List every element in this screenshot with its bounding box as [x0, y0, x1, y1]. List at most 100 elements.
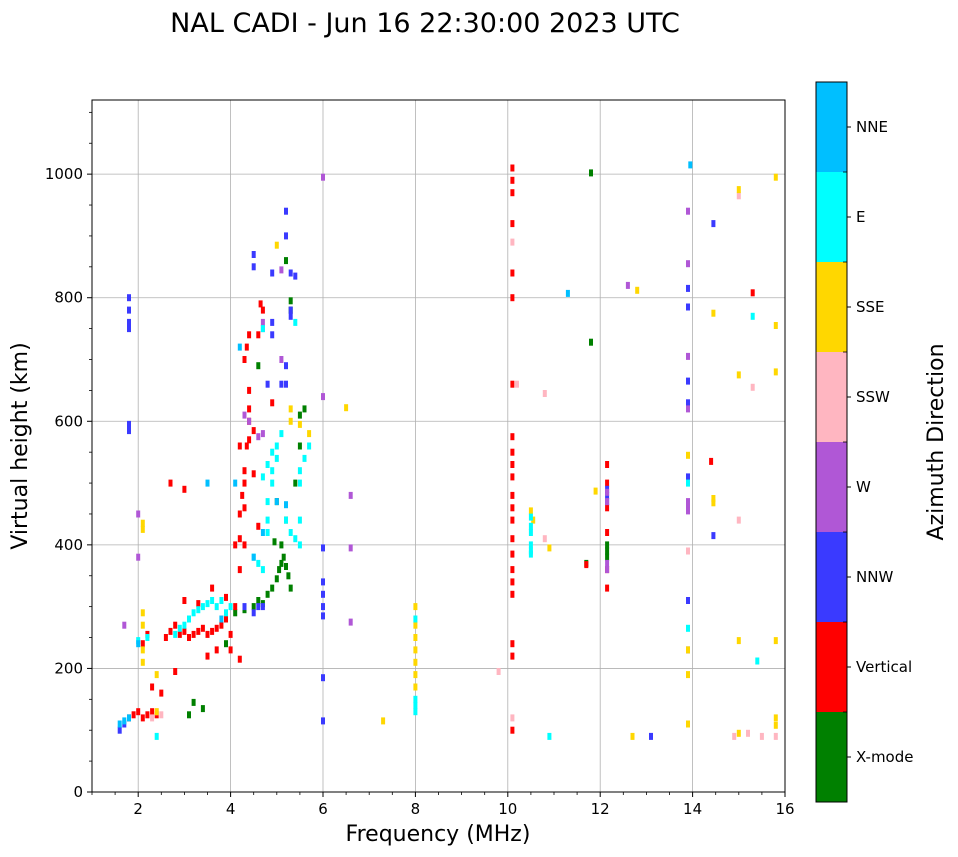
echo-e [413, 695, 418, 703]
colorbar-segment [816, 172, 847, 262]
echo-nnw [321, 612, 325, 620]
x-tick-label: 14 [683, 800, 702, 818]
echo-nnw [321, 603, 325, 611]
echo-e [293, 318, 298, 326]
echo-vertical [182, 485, 187, 493]
x-axis-title: Frequency (MHz) [346, 822, 531, 847]
echo-vertical [214, 624, 219, 632]
colorbar-label: SSW [856, 388, 890, 406]
echo-ssw [736, 192, 741, 200]
echo-e [256, 559, 261, 567]
echo-nnw [284, 362, 288, 370]
echo-e [260, 473, 265, 481]
echo-nnw [321, 544, 325, 552]
echo-vertical [750, 289, 755, 297]
colorbar: X-mode Vertical NNW W SSW SSE E NNE [815, 81, 913, 803]
echo-sse [773, 721, 778, 729]
echo-vertical [131, 711, 136, 719]
echo-e [307, 442, 312, 450]
echo-w [321, 393, 325, 401]
echo-sse [773, 637, 778, 645]
echo-x-mode [200, 705, 205, 713]
echo-nne [136, 640, 141, 648]
echo-ssw [150, 714, 155, 722]
echo-e [528, 513, 533, 521]
echo-x-mode [297, 411, 302, 419]
colorbar-label: W [856, 478, 871, 496]
echo-sse [140, 621, 145, 629]
echo-w [605, 498, 610, 506]
echo-w [605, 488, 610, 496]
echo-sse [547, 544, 552, 552]
echo-vertical [237, 566, 242, 574]
echo-e [177, 624, 182, 632]
echo-e [528, 541, 533, 549]
echo-nne [284, 501, 288, 509]
echo-nnw [127, 294, 131, 302]
colorbar-segment [816, 82, 847, 172]
echo-vertical [510, 176, 515, 184]
echo-vertical [510, 516, 515, 524]
echo-vertical [145, 711, 150, 719]
echo-nnw [321, 674, 325, 682]
echo-vertical [196, 627, 201, 635]
echo-vertical [605, 529, 610, 536]
echo-e [191, 609, 196, 617]
echo-e [187, 615, 191, 623]
echo-nne [565, 289, 570, 297]
echo-e [270, 448, 275, 456]
echo-e [274, 454, 279, 462]
echo-vertical [247, 436, 252, 444]
x-tick-label: 8 [411, 800, 421, 818]
echo-nnw [256, 603, 261, 611]
echo-x-mode [286, 572, 291, 580]
echo-nne [237, 343, 242, 351]
echo-nnw [321, 578, 325, 586]
echo-e [297, 516, 302, 524]
echo-sse [140, 525, 145, 533]
echo-nnw [127, 427, 131, 435]
echo-vertical [168, 479, 173, 487]
echo-x-mode [256, 597, 261, 604]
colorbar-label: X-mode [856, 748, 913, 766]
echo-x-mode [605, 541, 610, 549]
echo-w [686, 507, 690, 515]
echo-nnw [270, 331, 275, 339]
echo-vertical [510, 448, 515, 456]
echo-nnw [686, 399, 690, 407]
echo-vertical [256, 522, 261, 530]
echo-nnw [686, 303, 690, 311]
echo-sse [736, 637, 741, 645]
echo-sse [288, 405, 293, 413]
echo-nnw [251, 263, 256, 271]
echo-w [279, 266, 284, 274]
echo-vertical [709, 457, 714, 465]
echo-vertical [173, 668, 178, 675]
echo-vertical [510, 652, 515, 660]
echo-vertical [510, 473, 515, 481]
echo-x-mode [233, 609, 238, 617]
echo-vertical [510, 294, 515, 302]
echo-w [256, 433, 261, 441]
x-tick-label: 10 [498, 800, 517, 818]
echo-vertical [214, 646, 219, 654]
echo-w [686, 207, 690, 215]
echo-sse [736, 186, 741, 194]
echo-sse [274, 241, 279, 249]
echo-vertical [251, 427, 256, 435]
echo-ssw [159, 711, 164, 719]
echo-sse [413, 603, 418, 611]
echo-e [297, 541, 302, 549]
y-tick-label: 400 [54, 536, 83, 554]
echo-sse [344, 404, 349, 412]
echo-e [528, 550, 533, 558]
echo-e [265, 461, 270, 468]
echo-vertical [510, 640, 515, 648]
colorbar-label: Vertical [856, 658, 912, 676]
echo-vertical [182, 627, 187, 635]
echo-e [413, 702, 418, 709]
echo-e [270, 467, 275, 475]
colorbar-segment [816, 352, 847, 442]
colorbar-frame [815, 81, 848, 803]
echo-ssw [510, 238, 515, 246]
